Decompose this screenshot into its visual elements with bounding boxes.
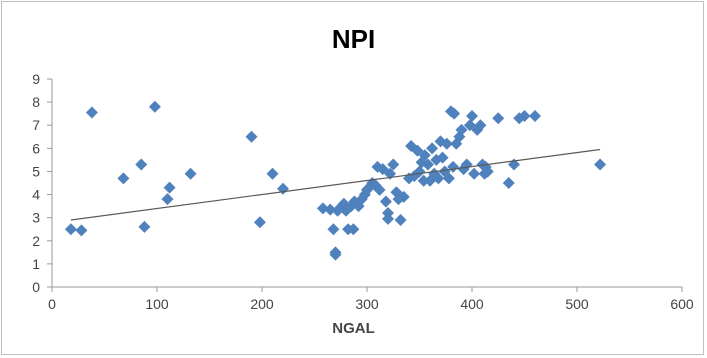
- data-point: [466, 109, 478, 122]
- data-point: [277, 182, 289, 195]
- y-tick-label: 1: [32, 256, 40, 272]
- data-point: [463, 119, 476, 132]
- y-tick-label: 7: [32, 117, 40, 133]
- y-tick-label: 4: [32, 187, 40, 203]
- data-point: [64, 223, 77, 236]
- data-point: [529, 109, 541, 122]
- x-tick-label: 100: [145, 296, 169, 312]
- data-point: [135, 158, 148, 171]
- data-point: [474, 119, 487, 132]
- data-point: [417, 174, 430, 187]
- trendline: [70, 148, 601, 221]
- data-point: [436, 151, 449, 164]
- data-point: [163, 181, 176, 194]
- y-tick-label: 6: [32, 140, 40, 156]
- data-point: [382, 207, 394, 220]
- data-point: [324, 203, 337, 216]
- x-tick-label: 500: [565, 296, 589, 312]
- data-point: [397, 190, 410, 203]
- chart-title: NPI: [331, 24, 376, 54]
- x-tick-label: 0: [48, 296, 56, 312]
- data-point: [379, 195, 392, 208]
- data-point: [316, 202, 329, 215]
- data-point: [432, 172, 445, 185]
- data-point: [327, 223, 340, 236]
- data-point: [347, 223, 360, 236]
- data-point: [373, 183, 386, 196]
- data-point: [75, 224, 88, 237]
- data-point: [594, 158, 607, 171]
- x-tick-label: 300: [355, 296, 379, 312]
- data-point: [161, 193, 174, 206]
- data-point: [117, 172, 130, 185]
- x-axis-label: NGAL: [332, 320, 375, 337]
- data-point: [184, 167, 197, 180]
- y-tick-label: 9: [32, 71, 40, 87]
- data-point: [387, 158, 400, 171]
- data-point: [421, 158, 434, 171]
- data-point: [518, 109, 531, 122]
- data-point: [440, 137, 453, 150]
- y-tick-label: 8: [32, 94, 40, 110]
- data-point: [455, 123, 468, 136]
- data-point: [471, 123, 484, 136]
- x-tick-label: 600: [670, 296, 694, 312]
- data-point: [253, 216, 266, 229]
- data-point: [418, 149, 431, 162]
- data-point: [329, 248, 342, 261]
- y-tick-label: 3: [32, 210, 40, 226]
- x-tick-label: 200: [250, 296, 274, 312]
- data-point: [266, 167, 279, 180]
- data-point: [492, 112, 505, 125]
- data-point: [448, 107, 461, 120]
- data-point: [148, 100, 161, 113]
- data-point: [85, 106, 98, 119]
- data-point: [442, 172, 455, 185]
- x-tick-label: 400: [460, 296, 484, 312]
- data-point: [481, 165, 494, 178]
- data-point: [138, 220, 151, 233]
- data-point: [502, 177, 515, 189]
- data-point: [426, 142, 439, 155]
- data-point: [245, 130, 258, 143]
- y-tick-label: 5: [32, 163, 40, 179]
- data-point: [394, 213, 407, 226]
- y-tick-label: 2: [32, 233, 40, 249]
- data-point: [468, 167, 481, 180]
- y-tick-label: 0: [32, 279, 40, 295]
